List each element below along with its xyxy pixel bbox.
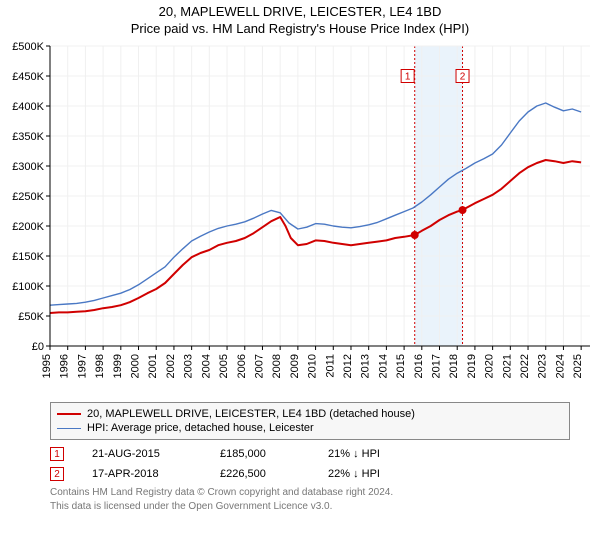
svg-text:£200K: £200K [12, 221, 44, 233]
svg-text:£300K: £300K [12, 161, 44, 173]
svg-text:2007: 2007 [253, 354, 265, 378]
chart-title: 20, MAPLEWELL DRIVE, LEICESTER, LE4 1BD [0, 4, 600, 19]
chart-area: £0 £50K £100K £150K £200K £250K £300K £350K £400… [0, 36, 600, 396]
svg-text:£500K: £500K [12, 41, 44, 53]
svg-text:2000: 2000 [130, 354, 142, 378]
svg-text:2015: 2015 [395, 354, 407, 378]
chart-container: { "title": "20, MAPLEWELL DRIVE, LEICEST… [0, 0, 600, 513]
legend-label: HPI: Average price, detached house, Leic… [87, 422, 314, 434]
svg-text:2010: 2010 [307, 354, 319, 378]
svg-text:1: 1 [405, 72, 411, 83]
transaction-table: 1 21-AUG-2015 £185,000 21% ↓ HPI 2 17-APR-201… [50, 444, 570, 484]
svg-text:2016: 2016 [413, 354, 425, 378]
svg-text:2012: 2012 [342, 354, 354, 378]
svg-text:2009: 2009 [289, 354, 301, 378]
svg-text:2003: 2003 [183, 354, 195, 378]
svg-text:1995: 1995 [41, 354, 53, 378]
svg-text:2004: 2004 [200, 354, 212, 378]
svg-text:2022: 2022 [519, 354, 531, 378]
svg-text:2025: 2025 [572, 354, 584, 378]
transaction-price: £185,000 [220, 448, 300, 460]
svg-text:2011: 2011 [324, 354, 336, 378]
svg-text:£0: £0 [32, 341, 44, 353]
svg-text:2023: 2023 [537, 354, 549, 378]
legend-swatch [57, 428, 81, 429]
transaction-row: 1 21-AUG-2015 £185,000 21% ↓ HPI [50, 444, 570, 464]
transaction-date: 21-AUG-2015 [92, 448, 192, 460]
svg-text:2021: 2021 [501, 354, 513, 378]
svg-text:£100K: £100K [12, 281, 44, 293]
transaction-price: £226,500 [220, 468, 300, 480]
footer-line-1: Contains HM Land Registry data © Crown c… [50, 486, 570, 500]
svg-text:2: 2 [460, 72, 466, 83]
svg-text:£50K: £50K [18, 311, 44, 323]
legend-item: 20, MAPLEWELL DRIVE, LEICESTER, LE4 1BD … [57, 407, 563, 421]
transaction-row: 2 17-APR-2018 £226,500 22% ↓ HPI [50, 464, 570, 484]
transaction-marker: 2 [50, 467, 64, 481]
svg-text:2008: 2008 [271, 354, 283, 378]
transaction-delta: 22% ↓ HPI [328, 468, 418, 480]
line-chart-svg: £0 £50K £100K £150K £200K £250K £300K £350K £400… [0, 36, 600, 396]
attribution-footer: Contains HM Land Registry data © Crown c… [50, 486, 570, 513]
footer-line-2: This data is licensed under the Open Gov… [50, 500, 570, 514]
svg-text:2014: 2014 [377, 354, 389, 378]
title-block: 20, MAPLEWELL DRIVE, LEICESTER, LE4 1BD … [0, 0, 600, 36]
svg-text:1996: 1996 [59, 354, 71, 378]
transaction-delta: 21% ↓ HPI [328, 448, 418, 460]
legend-item: HPI: Average price, detached house, Leic… [57, 421, 563, 435]
svg-text:1997: 1997 [76, 354, 88, 378]
svg-text:2017: 2017 [431, 354, 443, 378]
svg-text:2001: 2001 [147, 354, 159, 378]
svg-text:2018: 2018 [448, 354, 460, 378]
svg-text:2020: 2020 [484, 354, 496, 378]
legend: 20, MAPLEWELL DRIVE, LEICESTER, LE4 1BD … [50, 402, 570, 440]
legend-swatch [57, 413, 81, 415]
svg-text:2005: 2005 [218, 354, 230, 378]
svg-text:2006: 2006 [236, 354, 248, 378]
chart-subtitle: Price paid vs. HM Land Registry's House … [0, 21, 600, 36]
transaction-date: 17-APR-2018 [92, 468, 192, 480]
svg-text:£150K: £150K [12, 251, 44, 263]
svg-text:1998: 1998 [94, 354, 106, 378]
svg-text:£450K: £450K [12, 71, 44, 83]
legend-label: 20, MAPLEWELL DRIVE, LEICESTER, LE4 1BD … [87, 408, 415, 420]
svg-text:2019: 2019 [466, 354, 478, 378]
svg-text:£400K: £400K [12, 101, 44, 113]
svg-text:1999: 1999 [112, 354, 124, 378]
transaction-marker: 1 [50, 447, 64, 461]
svg-text:£350K: £350K [12, 131, 44, 143]
svg-text:2024: 2024 [554, 354, 566, 378]
svg-text:£250K: £250K [12, 191, 44, 203]
svg-text:2002: 2002 [165, 354, 177, 378]
svg-text:2013: 2013 [360, 354, 372, 378]
